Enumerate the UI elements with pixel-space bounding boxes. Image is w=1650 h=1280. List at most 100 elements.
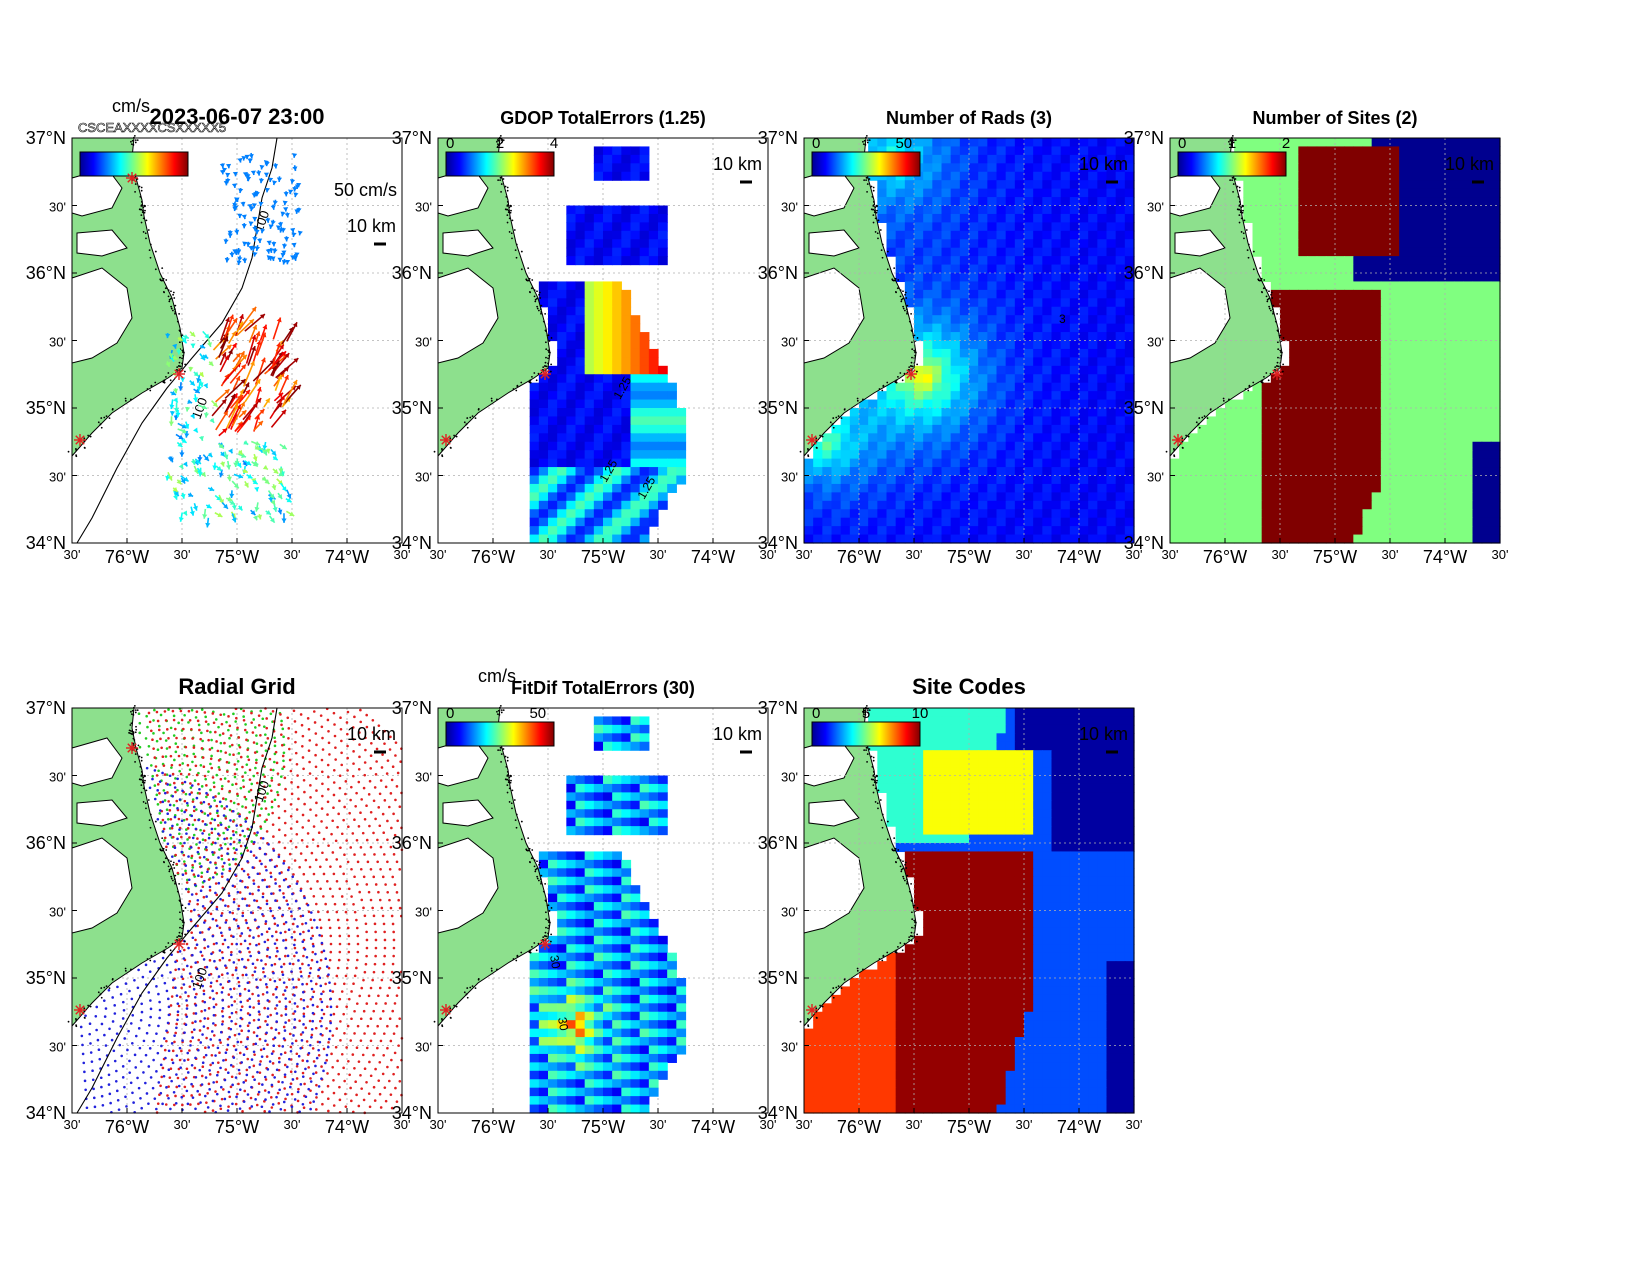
field-cell: [1390, 349, 1400, 358]
coast-dot: [1244, 219, 1246, 221]
field-cell: [1097, 509, 1107, 518]
field-cell: [1243, 442, 1253, 451]
field-cell: [1482, 214, 1492, 223]
field-cell: [640, 341, 650, 350]
coast-dot: [1242, 205, 1244, 207]
field-cell: [1317, 484, 1327, 493]
field-cell: [1344, 290, 1354, 299]
field-cell: [932, 476, 942, 485]
field-cell: [1052, 442, 1062, 451]
field-cell: [1116, 298, 1126, 307]
field-cell: [1061, 349, 1071, 358]
field-cell: [1482, 357, 1492, 366]
field-cell: [1372, 349, 1382, 358]
coast-dot: [1240, 206, 1242, 208]
coast-dot: [1181, 441, 1183, 443]
field-cell: [658, 400, 668, 409]
field-cell: [1280, 433, 1290, 442]
field-cell: [585, 256, 595, 265]
field-cell: [612, 256, 622, 265]
field-cell: [1372, 383, 1382, 392]
field-cell: [1308, 391, 1318, 400]
field-cell: [1179, 526, 1189, 535]
field-cell: [951, 518, 961, 527]
field-cell: [1408, 315, 1418, 324]
field-cell: [978, 138, 988, 147]
field-cell: [1445, 349, 1455, 358]
field-cell: [1061, 298, 1071, 307]
field-cell: [1491, 408, 1501, 417]
field-cell: [1445, 265, 1455, 274]
field-cell: [1445, 324, 1455, 333]
coast-dot: [869, 178, 871, 180]
field-cell: [631, 450, 641, 459]
field-cell: [1399, 526, 1409, 535]
field-cell: [987, 332, 997, 341]
field-cell: [1280, 256, 1290, 265]
field-cell: [566, 315, 576, 324]
field-cell: [1353, 231, 1363, 240]
field-cell: [969, 197, 979, 206]
coast-dot: [916, 364, 918, 366]
field-cell: [576, 476, 586, 485]
lon-tick-label: 30': [540, 547, 557, 562]
coast-dot: [130, 398, 132, 400]
field-cell: [1243, 416, 1253, 425]
field-cell: [1326, 214, 1336, 223]
coast-dot: [873, 187, 875, 189]
field-cell: [658, 214, 668, 223]
field-cell: [1042, 535, 1052, 544]
field-cell: [1317, 391, 1327, 400]
field-cell: [1234, 526, 1244, 535]
field-cell: [576, 400, 586, 409]
field-cell: [951, 206, 961, 215]
field-cell: [841, 535, 851, 544]
field-cell: [1216, 484, 1226, 493]
field-cell: [1326, 509, 1336, 518]
field-cell: [960, 408, 970, 417]
field-cell: [548, 374, 558, 383]
field-cell: [1097, 476, 1107, 485]
field-cell: [905, 518, 915, 527]
field-cell: [1070, 315, 1080, 324]
field-cell: [1042, 484, 1052, 493]
field-cell: [1298, 526, 1308, 535]
field-cell: [813, 509, 823, 518]
field-cell: [594, 518, 604, 527]
field-cell: [1088, 281, 1098, 290]
field-cell: [1042, 492, 1052, 501]
field-cell: [1107, 349, 1117, 358]
field-cell: [832, 484, 842, 493]
field-cell: [1381, 459, 1391, 468]
field-cell: [1042, 248, 1052, 257]
field-cell: [1298, 518, 1308, 527]
field-cell: [1271, 501, 1281, 510]
field-cell: [1308, 476, 1318, 485]
field-cell: [658, 459, 668, 468]
field-cell: [1088, 374, 1098, 383]
field-cell: [859, 526, 869, 535]
field-cell: [1454, 459, 1464, 468]
coast-dot: [876, 205, 878, 207]
field-cell: [987, 518, 997, 527]
field-cell: [1033, 433, 1043, 442]
field-cell: [612, 509, 622, 518]
field-cell: [951, 476, 961, 485]
field-cell: [1445, 189, 1455, 198]
field-cell: [923, 492, 933, 501]
field-cell: [585, 239, 595, 248]
field-cell: [951, 459, 961, 468]
field-cell: [1125, 349, 1135, 358]
field-cell: [640, 248, 650, 257]
field-cell: [530, 518, 540, 527]
colorbar-tick-label: 2: [496, 135, 504, 152]
field-cell: [1271, 518, 1281, 527]
coast-dot: [1247, 249, 1249, 251]
field-cell: [1335, 189, 1345, 198]
field-cell: [951, 290, 961, 299]
field-cell: [612, 332, 622, 341]
field-cell: [1298, 155, 1308, 164]
field-cell: [1372, 476, 1382, 485]
field-cell: [1390, 492, 1400, 501]
field-cell: [1280, 231, 1290, 240]
